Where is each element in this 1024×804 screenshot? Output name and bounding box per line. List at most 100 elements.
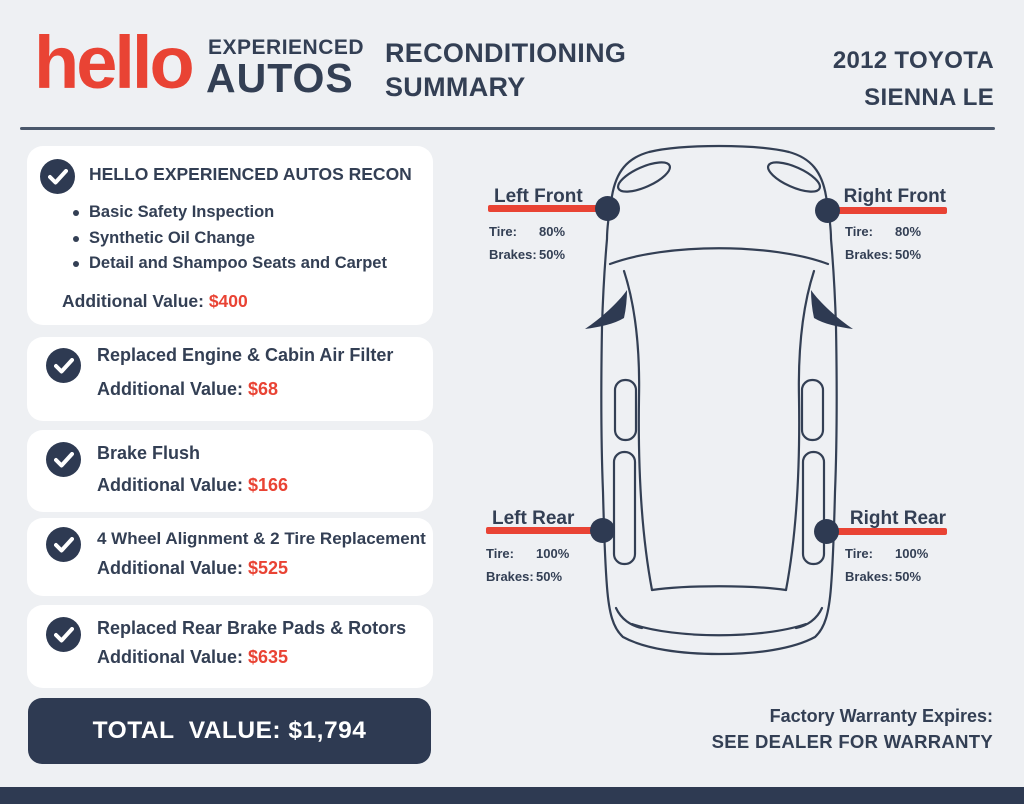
additional-value-amount: $68 — [248, 379, 279, 399]
additional-value-amount: $635 — [248, 647, 289, 667]
recon-bullet-list: Basic Safety Inspection Synthetic Oil Ch… — [67, 200, 387, 277]
recon-card-alignment-tires: 4 Wheel Alignment & 2 Tire Replacement A… — [27, 518, 433, 596]
additional-value: Additional Value: $635 — [97, 647, 288, 668]
tire-label: Tire: — [486, 546, 514, 561]
check-icon — [53, 451, 74, 467]
brakes-value: 50% — [539, 247, 566, 262]
recon-card-air-filter: Replaced Engine & Cabin Air Filter Addit… — [27, 337, 433, 421]
logo-autos: AUTOS — [206, 55, 354, 101]
brakes-label: Brakes: — [486, 569, 534, 584]
tire-label: Tire: — [845, 546, 873, 561]
vehicle-name: 2012 TOYOTA SIENNA LE — [833, 42, 994, 116]
brakes-value: 50% — [895, 247, 922, 262]
left-rear-label: Left Rear — [492, 508, 575, 529]
additional-value: Additional Value: $166 — [97, 475, 288, 496]
right-front-brakes-row: Brakes: 50% — [845, 247, 921, 262]
right-front-wheel-dot — [815, 198, 840, 223]
right-front-tire-row: Tire: 80% — [845, 224, 921, 239]
card-title: HELLO EXPERIENCED AUTOS RECON — [89, 164, 412, 184]
bullet-item: Basic Safety Inspection — [67, 200, 387, 226]
check-circle — [40, 159, 75, 194]
car-top-view-diagram — [585, 144, 853, 656]
mirror-right-icon — [811, 290, 853, 329]
brakes-label: Brakes: — [489, 247, 537, 262]
brakes-label: Brakes: — [845, 247, 893, 262]
left-rear-wheel-dot — [590, 518, 615, 543]
tire-label: Tire: — [489, 224, 517, 239]
additional-value-amount: $400 — [208, 291, 248, 311]
additional-value: Additional Value: $525 — [97, 558, 288, 579]
left-front-brakes-row: Brakes: 50% — [489, 247, 565, 262]
tire-value: 80% — [539, 224, 566, 239]
left-front-tire-row: Tire: 80% — [489, 224, 565, 239]
vehicle-year-make: 2012 TOYOTA — [832, 47, 994, 74]
left-rear-callout-line — [486, 527, 602, 534]
check-icon — [53, 357, 74, 373]
header-divider — [20, 127, 995, 130]
additional-value-amount: $525 — [248, 558, 289, 578]
check-icon — [53, 626, 74, 642]
mirror-left-icon — [585, 290, 627, 329]
recon-card-rear-brakes: Replaced Rear Brake Pads & Rotors Additi… — [27, 605, 433, 688]
left-front-callout-line — [488, 205, 604, 212]
left-front-wheel-dot — [595, 196, 620, 221]
additional-value-label: Additional Value: — [97, 379, 249, 399]
right-rear-tire-row: Tire: 100% — [845, 546, 928, 561]
bullet-item: Detail and Shampoo Seats and Carpet — [67, 251, 387, 277]
tire-value: 100% — [536, 546, 570, 561]
right-rear-label: Right Rear — [849, 508, 946, 529]
tire-value: 100% — [895, 546, 929, 561]
recon-card-brake-flush: Brake Flush Additional Value: $166 — [27, 430, 433, 512]
additional-value-label: Additional Value: — [97, 647, 249, 667]
additional-value-label: Additional Value: — [62, 291, 209, 311]
side-window-left-front — [613, 378, 638, 442]
right-rear-brakes-row: Brakes: 50% — [845, 569, 921, 584]
hello-logo: hello — [34, 21, 195, 104]
tire-label: Tire: — [845, 224, 873, 239]
card-title: Replaced Engine & Cabin Air Filter — [97, 345, 394, 365]
page-title: RECONDITIONING SUMMARY — [385, 36, 626, 104]
brakes-label: Brakes: — [845, 569, 893, 584]
warranty-line1: Factory Warranty Expires: — [769, 706, 993, 726]
left-front-label: Left Front — [494, 186, 583, 207]
vehicle-model: SIENNA LE — [864, 84, 994, 111]
bullet-item: Synthetic Oil Change — [67, 226, 387, 252]
taillight-right-line — [794, 606, 824, 630]
check-circle — [46, 348, 81, 383]
card-title: Brake Flush — [97, 443, 201, 463]
additional-value: Additional Value: $400 — [62, 291, 248, 312]
check-icon — [53, 536, 74, 552]
rear-bumper-line — [630, 622, 808, 637]
check-circle — [46, 527, 81, 562]
rear-window-line — [650, 585, 788, 592]
side-window-left-rear — [612, 450, 637, 566]
headlight-right-icon — [766, 161, 822, 193]
roof-line-left — [622, 269, 654, 592]
recon-card-summary: HELLO EXPERIENCED AUTOS RECON Basic Safe… — [27, 146, 433, 325]
logo-experienced: EXPERIENCED — [208, 36, 365, 59]
warranty-note: Factory Warranty Expires: SEE DEALER FOR… — [712, 703, 993, 755]
additional-value-amount: $166 — [248, 475, 289, 495]
card-title: Replaced Rear Brake Pads & Rotors — [97, 618, 407, 638]
total-value-bar: TOTAL VALUE: $1,794 — [28, 698, 431, 764]
brakes-value: 50% — [895, 569, 922, 584]
right-rear-wheel-dot — [814, 519, 839, 544]
taillight-left-line — [614, 606, 644, 630]
additional-value-label: Additional Value: — [97, 475, 249, 495]
additional-value: Additional Value: $68 — [97, 379, 278, 400]
left-rear-tire-row: Tire: 100% — [486, 546, 569, 561]
footer-bar — [0, 787, 1024, 804]
headlight-left-icon — [616, 161, 672, 193]
right-front-callout-line — [830, 207, 947, 214]
side-window-right-rear — [801, 450, 826, 566]
roof-line-right — [784, 269, 816, 592]
warranty-line2: SEE DEALER FOR WARRANTY — [711, 731, 993, 752]
check-circle — [46, 442, 81, 477]
page-title-line1: RECONDITIONING — [385, 38, 627, 68]
check-circle — [46, 617, 81, 652]
brakes-value: 50% — [536, 569, 563, 584]
additional-value-label: Additional Value: — [97, 558, 249, 578]
right-rear-callout-line — [830, 528, 947, 535]
windshield-cowl-line — [608, 247, 830, 266]
